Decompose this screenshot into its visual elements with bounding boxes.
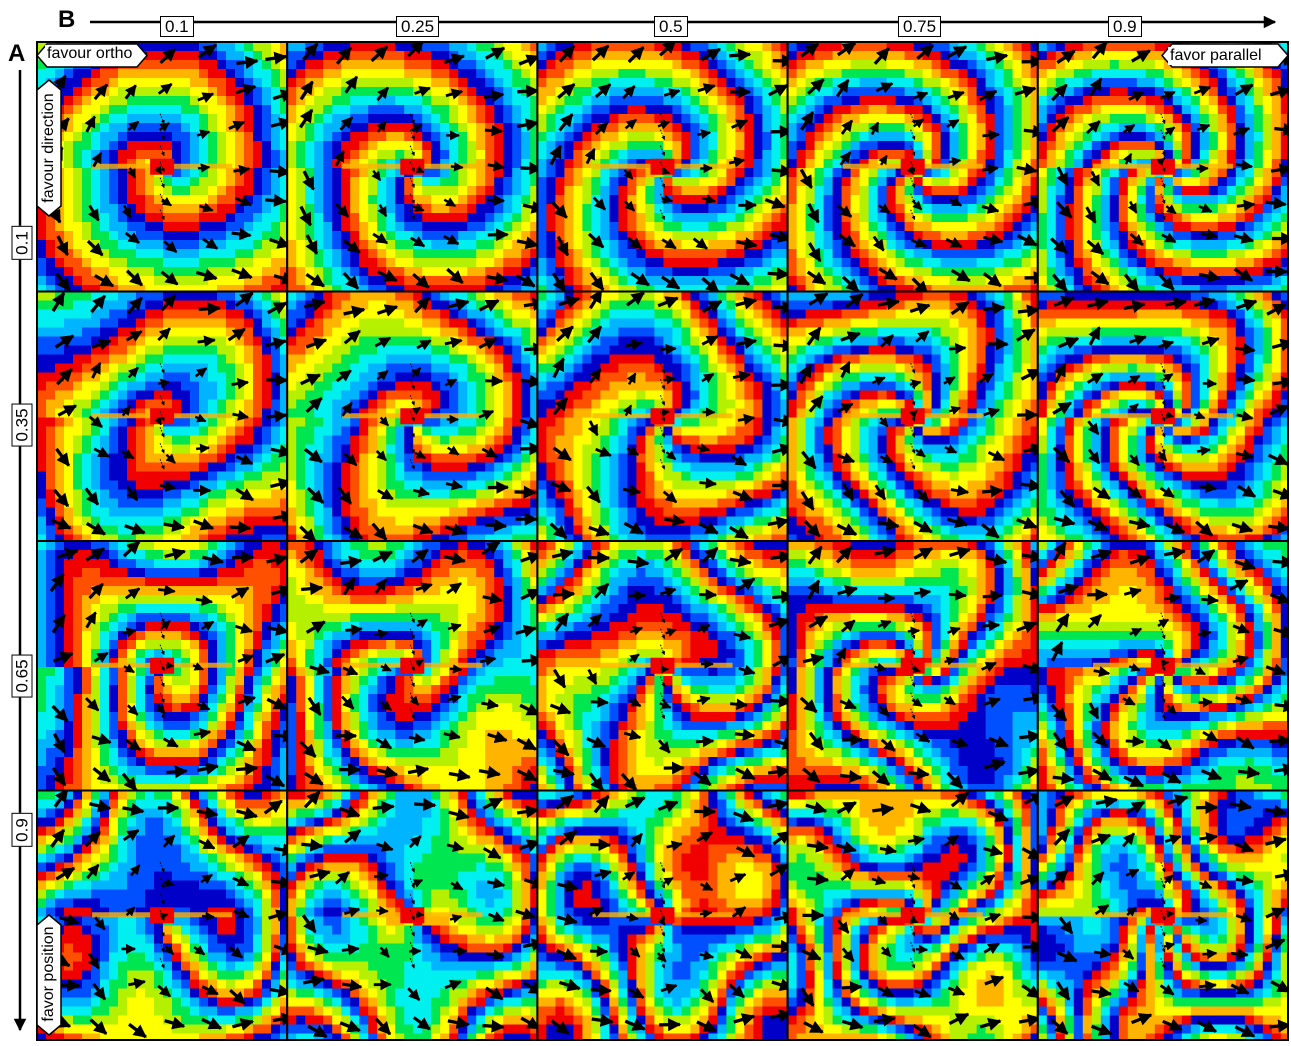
top-tick-0: 0.1 [160,16,194,37]
map-panel-0-1 [287,41,543,294]
hint-favour-ortho: favour ortho [45,45,134,63]
map-panel-2-3 [788,541,1045,794]
map-panel-2-0 [37,541,295,794]
map-panel-0-3 [788,42,1046,295]
hint-favour-direction: favour direction [40,93,58,202]
map-panel-2-1 [287,541,542,794]
map-panel-2-4 [1038,541,1291,794]
left-tick-3: 0.9 [12,813,33,847]
hint-favor-parallel: favor parallel [1168,47,1264,65]
top-tick-4: 0.9 [1108,16,1142,37]
map-panel-1-4 [1038,292,1291,545]
map-panel-0-2 [537,41,793,295]
hint-favor-position: favor position [40,926,58,1021]
map-panel-1-0 [37,292,294,545]
map-panel-3-4 [1038,791,1291,1042]
top-tick-2: 0.5 [654,16,688,37]
map-panel-1-3 [788,292,1044,545]
left-tick-1: 0.35 [12,403,33,446]
map-panel-3-3 [788,791,1044,1042]
panel-label-a: A [8,40,25,68]
map-panel-3-0 [37,790,295,1041]
panel-label-b: B [58,6,75,34]
map-panel-3-1 [287,791,544,1042]
left-tick-0: 0.1 [12,226,33,260]
left-tick-2: 0.65 [12,654,33,697]
map-panel-2-2 [537,541,794,794]
map-panel-0-0 [37,42,294,295]
map-panel-1-1 [287,292,545,545]
top-tick-1: 0.25 [396,16,439,37]
map-panel-3-2 [537,791,795,1042]
map-panel-1-2 [537,290,794,544]
map-panel-0-4 [1038,42,1291,295]
top-tick-3: 0.75 [898,16,941,37]
